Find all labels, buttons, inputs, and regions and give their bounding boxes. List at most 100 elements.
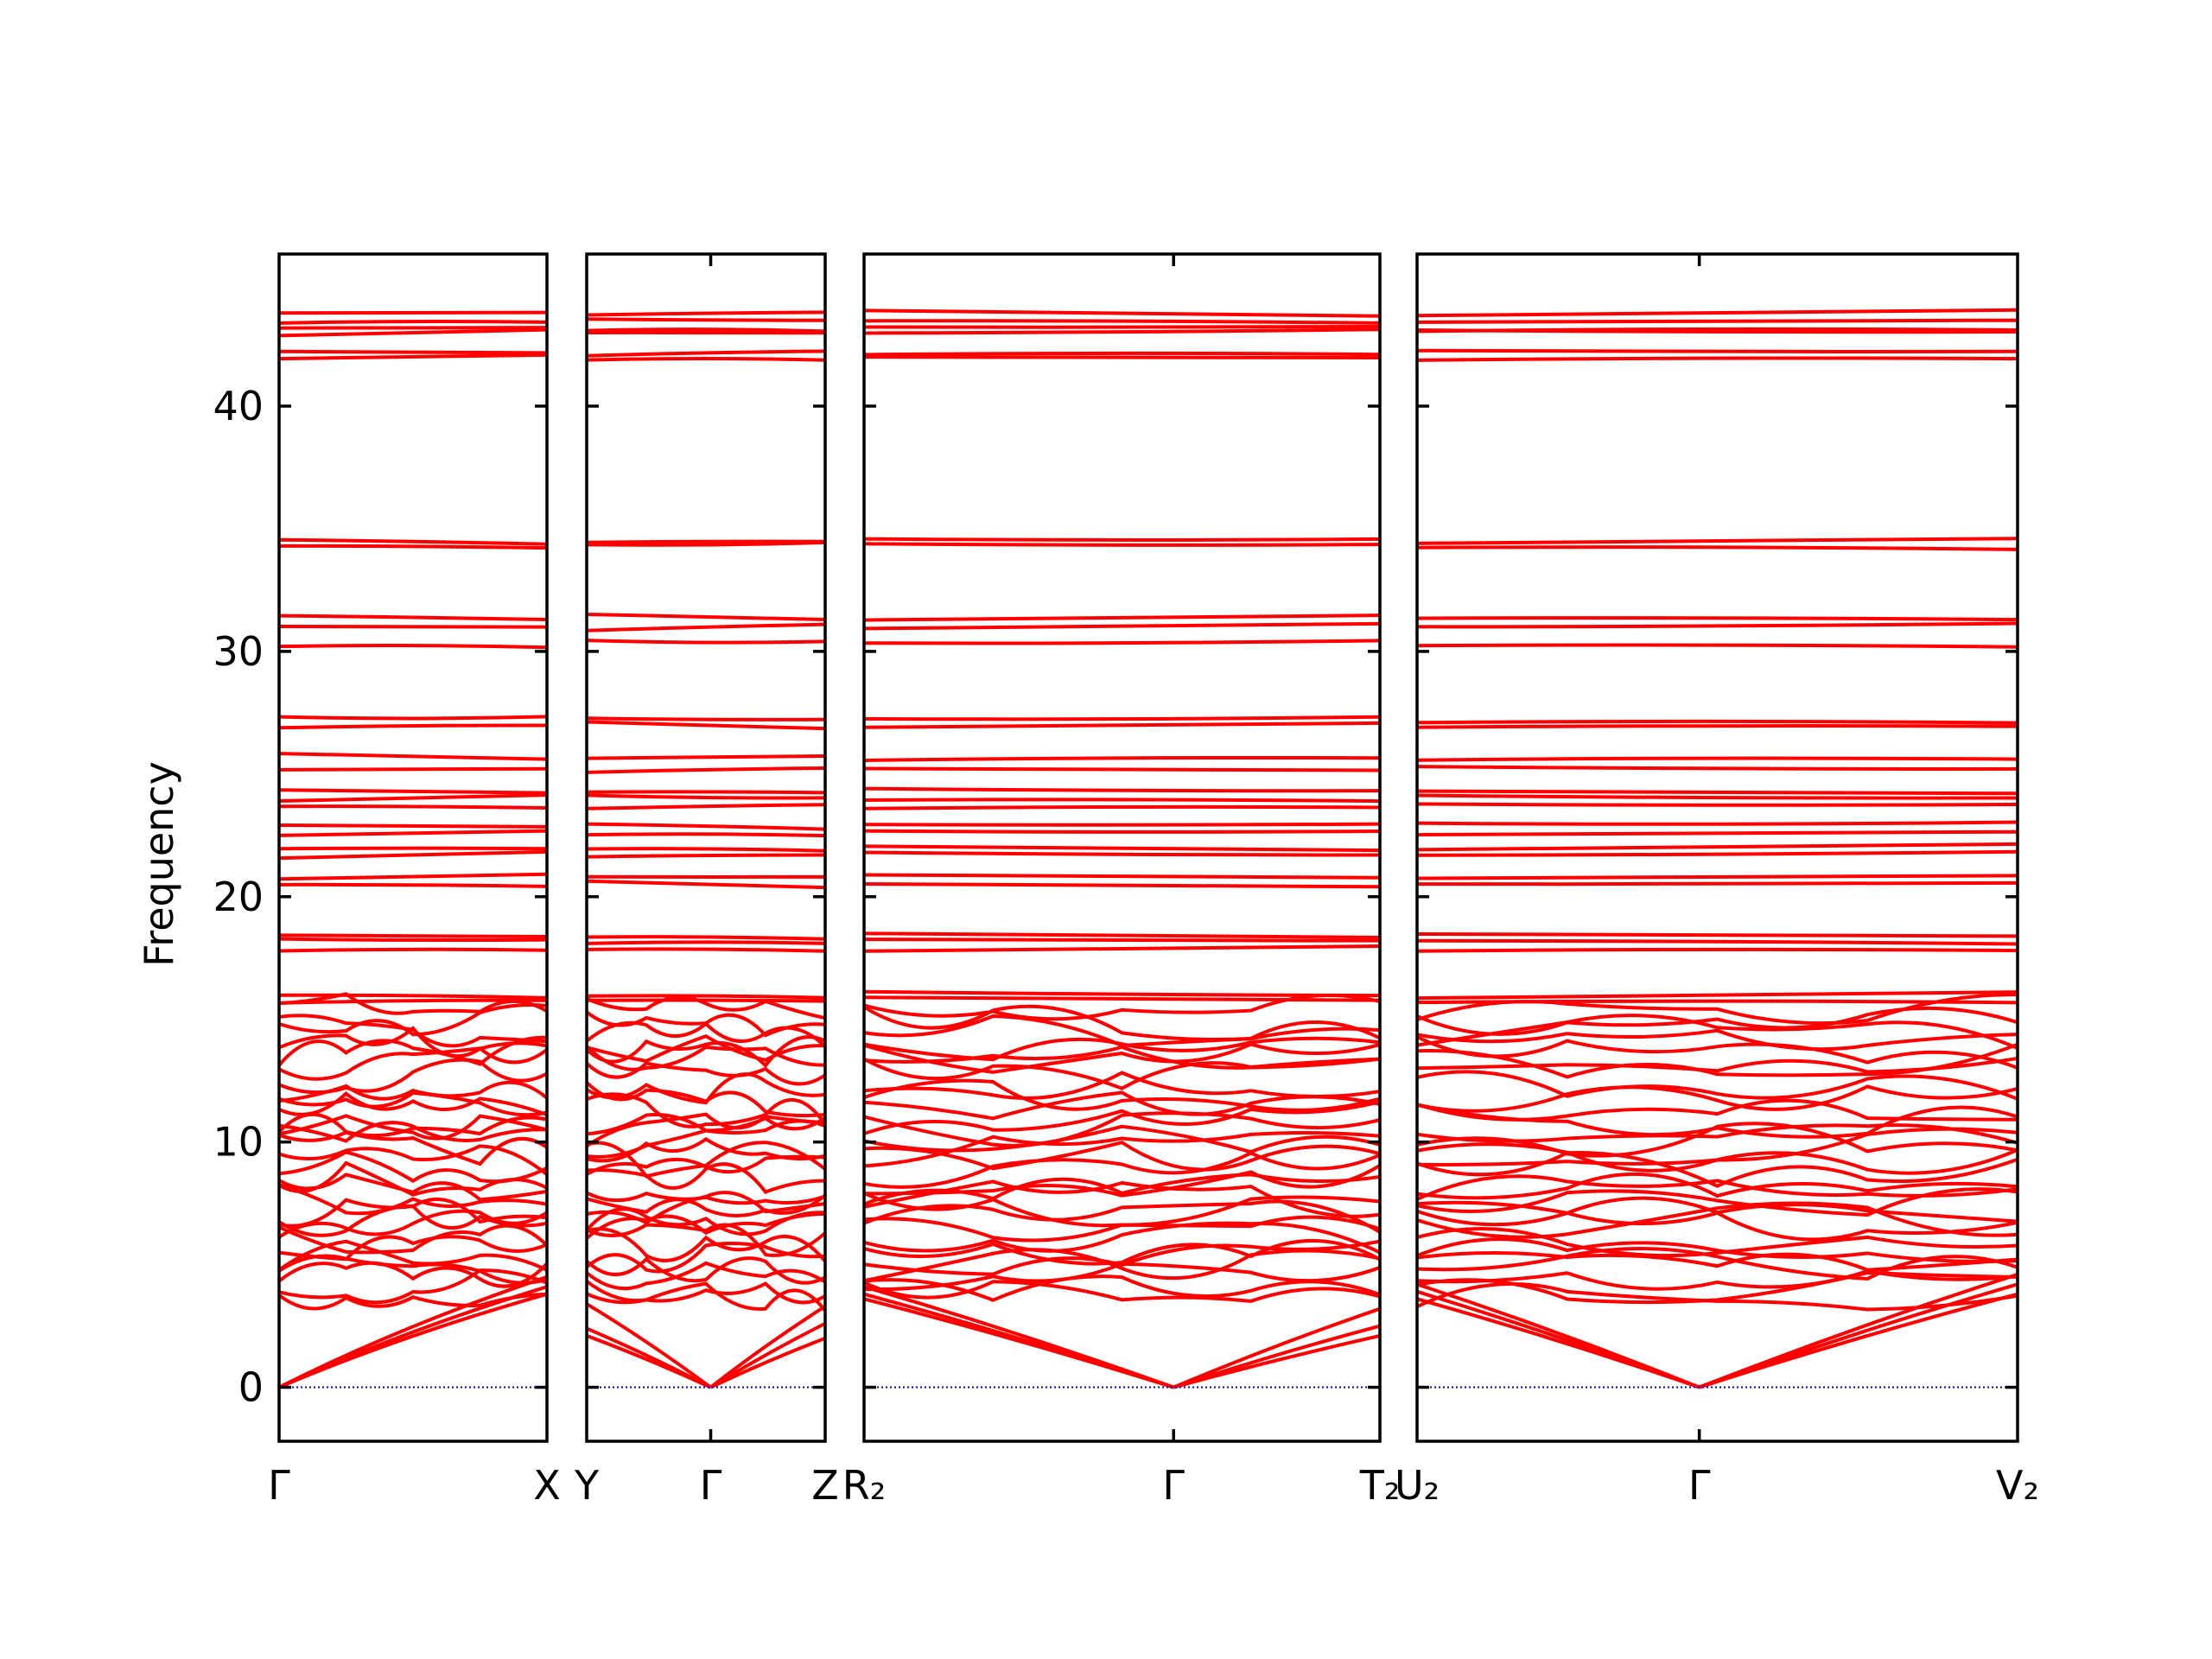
band-line bbox=[586, 832, 826, 838]
band-line bbox=[586, 716, 826, 721]
acoustic-branch bbox=[863, 1297, 1174, 1389]
acoustic-branch bbox=[1416, 1297, 1700, 1389]
band-line bbox=[586, 349, 826, 358]
band-line bbox=[1416, 1150, 2018, 1188]
y-tick-label: 30 bbox=[213, 628, 264, 675]
band-line bbox=[278, 882, 548, 888]
band-line bbox=[278, 327, 548, 338]
band-line bbox=[863, 829, 1381, 834]
band-line bbox=[586, 995, 826, 1020]
band-line bbox=[863, 621, 1381, 631]
acoustic-branch bbox=[709, 1305, 827, 1389]
band-line bbox=[585, 1020, 827, 1048]
band-line bbox=[1416, 1247, 2018, 1281]
band-line bbox=[278, 1080, 549, 1103]
band-line bbox=[863, 873, 1381, 880]
band-line bbox=[586, 822, 826, 831]
kpoint-label: T₂ bbox=[1359, 1462, 1401, 1509]
band-line bbox=[586, 853, 826, 859]
band-line bbox=[863, 1036, 1381, 1062]
band-line bbox=[1416, 1174, 2018, 1201]
band-line bbox=[863, 715, 1381, 721]
band-line bbox=[278, 872, 548, 881]
band-line bbox=[278, 823, 548, 829]
y-tick-label: 10 bbox=[213, 1119, 264, 1166]
band-line bbox=[1416, 880, 2018, 887]
acoustic-branch bbox=[1698, 1273, 2018, 1389]
band-line bbox=[1416, 990, 2018, 1001]
band-line bbox=[1416, 793, 2018, 800]
band-line bbox=[278, 310, 548, 315]
band-line bbox=[863, 786, 1381, 793]
band-line bbox=[278, 1183, 548, 1216]
panel-frame bbox=[585, 252, 827, 1443]
band-line bbox=[1416, 308, 2018, 318]
band-line bbox=[586, 327, 826, 334]
band-line bbox=[863, 1130, 1381, 1168]
kpoint-label: Y bbox=[574, 1462, 600, 1509]
band-line bbox=[863, 993, 1381, 1021]
band-line bbox=[586, 639, 826, 645]
band-line bbox=[1416, 947, 2018, 953]
band-line bbox=[586, 1154, 826, 1176]
kpoint-label: Γ bbox=[268, 1462, 290, 1509]
band-line bbox=[863, 542, 1381, 547]
band-line bbox=[586, 766, 826, 774]
band-line bbox=[1416, 724, 2018, 729]
band-line bbox=[863, 721, 1381, 729]
band-line bbox=[585, 1280, 827, 1313]
band-line bbox=[586, 1092, 827, 1128]
band-line bbox=[862, 1004, 1381, 1041]
band-line bbox=[278, 788, 548, 795]
band-line bbox=[1416, 1237, 2018, 1263]
band-line bbox=[1416, 1269, 2018, 1291]
band-line bbox=[1416, 1014, 2018, 1050]
band-line bbox=[1416, 938, 2018, 946]
band-line bbox=[278, 849, 548, 861]
band-line bbox=[277, 1209, 549, 1239]
band-line bbox=[278, 1090, 548, 1117]
band-line bbox=[863, 1248, 1381, 1283]
kpoint-label: V₂ bbox=[1996, 1462, 2039, 1509]
band-line bbox=[863, 1280, 1381, 1303]
band-line bbox=[586, 1227, 827, 1263]
band-line bbox=[586, 720, 826, 731]
band-line bbox=[278, 793, 548, 804]
band-line bbox=[585, 1061, 827, 1086]
band-line bbox=[1416, 849, 2018, 857]
band-line bbox=[863, 1199, 1382, 1234]
band-line bbox=[278, 1058, 548, 1095]
panel-frame bbox=[277, 252, 549, 1443]
band-line bbox=[863, 1014, 1381, 1048]
band-line bbox=[1416, 318, 2018, 324]
band-line bbox=[863, 1262, 1381, 1292]
band-line bbox=[278, 1003, 548, 1037]
band-line bbox=[863, 1221, 1381, 1255]
band-line bbox=[1416, 756, 2018, 762]
band-line bbox=[863, 351, 1381, 357]
band-line bbox=[863, 639, 1381, 645]
kpoint-label: Γ bbox=[700, 1462, 722, 1509]
band-line bbox=[278, 349, 548, 355]
panel-frame bbox=[1415, 252, 2019, 1443]
band-line bbox=[278, 1121, 548, 1143]
band-line bbox=[1416, 842, 2018, 852]
y-tick-label: 0 bbox=[238, 1364, 264, 1411]
band-line bbox=[278, 1046, 549, 1081]
band-line bbox=[586, 1223, 827, 1257]
band-line bbox=[586, 1281, 827, 1305]
band-line bbox=[1416, 1201, 2018, 1239]
band-line bbox=[277, 1160, 548, 1197]
band-line bbox=[1416, 356, 2018, 362]
band-line bbox=[586, 612, 826, 621]
band-line bbox=[1416, 1122, 2018, 1158]
band-line bbox=[863, 1151, 1381, 1189]
band-line bbox=[585, 1256, 826, 1285]
band-line bbox=[586, 1119, 826, 1159]
band-line bbox=[586, 793, 826, 800]
band-line bbox=[863, 1042, 1381, 1074]
band-line bbox=[585, 1112, 826, 1147]
band-line bbox=[278, 992, 549, 1015]
band-line bbox=[278, 1144, 549, 1176]
